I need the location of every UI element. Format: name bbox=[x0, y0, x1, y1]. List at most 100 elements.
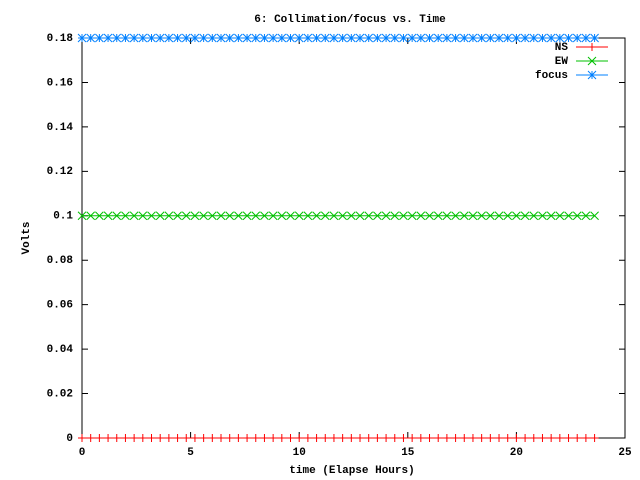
legend-marker bbox=[587, 70, 597, 80]
point-marker bbox=[329, 211, 339, 221]
point-marker bbox=[286, 434, 295, 442]
point-marker bbox=[329, 33, 339, 43]
point-marker bbox=[251, 211, 261, 221]
point-marker bbox=[407, 211, 417, 221]
point-marker bbox=[538, 434, 547, 442]
point-marker bbox=[216, 211, 226, 221]
point-marker bbox=[459, 211, 469, 221]
point-marker bbox=[286, 33, 295, 43]
point-marker bbox=[277, 211, 287, 221]
point-marker bbox=[364, 211, 374, 221]
legend-marker bbox=[587, 56, 597, 66]
point-marker bbox=[173, 434, 182, 442]
point-marker bbox=[242, 33, 252, 43]
point-marker bbox=[477, 33, 487, 43]
point-marker bbox=[503, 211, 513, 221]
point-marker bbox=[77, 211, 87, 221]
point-marker bbox=[390, 33, 400, 43]
point-marker bbox=[104, 434, 113, 442]
point-marker bbox=[129, 33, 139, 43]
point-marker bbox=[538, 33, 547, 43]
x-tick-label: 20 bbox=[510, 447, 523, 459]
point-marker bbox=[590, 211, 599, 221]
point-marker bbox=[399, 33, 408, 43]
point-marker bbox=[112, 33, 122, 43]
point-marker bbox=[338, 33, 347, 43]
point-marker bbox=[555, 33, 565, 43]
point-marker bbox=[86, 33, 96, 43]
point-marker bbox=[364, 434, 373, 442]
point-marker bbox=[155, 33, 165, 43]
y-tick-label: 0.12 bbox=[47, 166, 73, 178]
point-marker bbox=[338, 434, 347, 442]
point-marker bbox=[486, 434, 495, 442]
point-marker bbox=[138, 211, 148, 221]
y-tick-label: 0.18 bbox=[47, 33, 74, 45]
point-marker bbox=[355, 33, 365, 43]
point-marker bbox=[181, 211, 191, 221]
point-marker bbox=[572, 33, 582, 43]
point-marker bbox=[225, 211, 235, 221]
point-marker bbox=[155, 211, 165, 221]
legend-marker bbox=[588, 43, 596, 51]
point-marker bbox=[260, 33, 269, 43]
point-marker bbox=[234, 434, 243, 442]
point-marker bbox=[321, 434, 330, 442]
point-marker bbox=[520, 33, 530, 43]
point-marker bbox=[312, 434, 321, 442]
point-marker bbox=[512, 211, 521, 221]
point-marker bbox=[408, 434, 417, 442]
point-marker bbox=[225, 33, 235, 43]
point-marker bbox=[268, 211, 278, 221]
point-marker bbox=[121, 33, 130, 43]
point-marker bbox=[407, 33, 417, 43]
point-marker bbox=[442, 211, 452, 221]
point-marker bbox=[390, 434, 399, 442]
point-marker bbox=[495, 434, 504, 442]
x-tick-label: 5 bbox=[187, 447, 194, 459]
point-marker bbox=[234, 211, 243, 221]
point-marker bbox=[251, 33, 261, 43]
point-marker bbox=[312, 33, 321, 43]
point-marker bbox=[347, 434, 356, 442]
point-marker bbox=[590, 434, 599, 442]
x-tick-label: 0 bbox=[79, 447, 86, 459]
point-marker bbox=[103, 33, 113, 43]
point-marker bbox=[303, 33, 313, 43]
point-marker bbox=[164, 211, 174, 221]
point-marker bbox=[373, 33, 382, 43]
point-marker bbox=[346, 211, 356, 221]
point-marker bbox=[564, 434, 573, 442]
point-marker bbox=[425, 33, 434, 43]
point-marker bbox=[138, 33, 148, 43]
point-marker bbox=[164, 33, 174, 43]
point-marker bbox=[234, 33, 243, 43]
point-marker bbox=[156, 434, 165, 442]
point-marker bbox=[277, 33, 287, 43]
point-marker bbox=[190, 434, 199, 442]
point-marker bbox=[494, 33, 504, 43]
point-marker bbox=[77, 33, 87, 43]
point-marker bbox=[485, 33, 495, 43]
point-marker bbox=[242, 211, 252, 221]
point-marker bbox=[78, 434, 86, 442]
point-marker bbox=[573, 434, 582, 442]
point-marker bbox=[433, 33, 443, 43]
point-marker bbox=[208, 434, 217, 442]
point-marker bbox=[121, 434, 130, 442]
point-marker bbox=[286, 211, 295, 221]
point-marker bbox=[294, 33, 304, 43]
point-marker bbox=[294, 211, 304, 221]
point-marker bbox=[442, 33, 452, 43]
legend-label: EW bbox=[555, 56, 569, 68]
point-marker bbox=[572, 211, 582, 221]
point-marker bbox=[112, 434, 121, 442]
y-tick-label: 0 bbox=[66, 433, 73, 445]
point-marker bbox=[320, 211, 330, 221]
point-marker bbox=[346, 33, 356, 43]
point-marker bbox=[190, 33, 200, 43]
x-tick-label: 10 bbox=[293, 447, 306, 459]
